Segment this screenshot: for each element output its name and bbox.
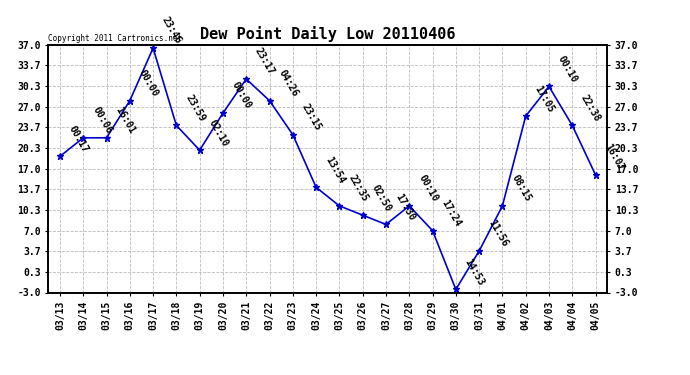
Text: 08:15: 08:15 <box>509 173 533 204</box>
Title: Dew Point Daily Low 20110406: Dew Point Daily Low 20110406 <box>200 27 455 42</box>
Text: 00:00: 00:00 <box>230 81 253 111</box>
Text: 02:50: 02:50 <box>370 183 393 213</box>
Text: 17:30: 17:30 <box>393 192 416 222</box>
Text: 00:10: 00:10 <box>416 173 440 204</box>
Text: 22:35: 22:35 <box>346 173 370 204</box>
Text: 00:00: 00:00 <box>137 68 160 99</box>
Text: 23:17: 23:17 <box>253 46 277 77</box>
Text: 16:01: 16:01 <box>113 105 137 136</box>
Text: 00:06: 00:06 <box>90 105 114 136</box>
Text: 02:10: 02:10 <box>206 118 230 148</box>
Text: 14:53: 14:53 <box>463 257 486 287</box>
Text: 22:38: 22:38 <box>579 93 602 123</box>
Text: 23:59: 23:59 <box>184 93 207 123</box>
Text: 11:56: 11:56 <box>486 219 509 249</box>
Text: 23:15: 23:15 <box>299 102 323 132</box>
Text: 00:10: 00:10 <box>556 54 580 84</box>
Text: 17:24: 17:24 <box>440 198 463 228</box>
Text: 17:05: 17:05 <box>533 84 556 114</box>
Text: 00:17: 00:17 <box>67 124 90 154</box>
Text: 13:54: 13:54 <box>323 155 346 185</box>
Text: 04:26: 04:26 <box>277 68 300 99</box>
Text: Copyright 2011 Cartronics.net: Copyright 2011 Cartronics.net <box>48 33 182 42</box>
Text: 23:46: 23:46 <box>160 15 184 46</box>
Text: 16:07: 16:07 <box>602 142 626 173</box>
